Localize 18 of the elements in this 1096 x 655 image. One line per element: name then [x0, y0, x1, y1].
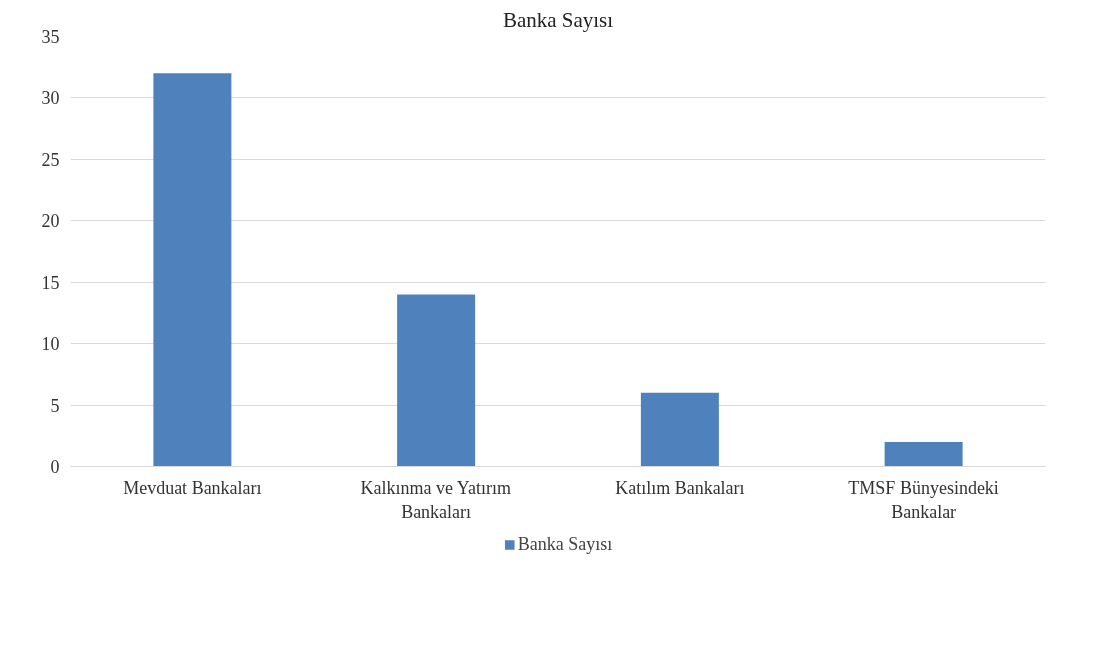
- y-tick-label: 5: [50, 395, 60, 416]
- legend-label: Banka Sayısı: [517, 533, 613, 555]
- y-tick-label: 25: [41, 149, 60, 170]
- bar: [884, 441, 963, 467]
- x-tick-label: TMSF Bünyesindeki Bankalar: [848, 477, 999, 522]
- bar: [397, 294, 476, 467]
- y-tick-label: 35: [41, 27, 60, 47]
- y-tick-label: 15: [41, 272, 60, 293]
- x-tick-label: Kalkınma ve Yatırım Bankaları: [360, 477, 512, 522]
- y-tick-label: 10: [41, 334, 60, 355]
- y-tick-label: 20: [41, 211, 60, 232]
- y-tick-label: 0: [50, 457, 60, 477]
- bar: [153, 73, 232, 467]
- x-tick-label: Mevduat Bankaları: [123, 477, 262, 498]
- chart-title: Banka Sayısı: [502, 7, 614, 32]
- x-tick-label: Katılım Bankaları: [615, 477, 745, 498]
- y-tick-label: 30: [41, 88, 60, 109]
- bar: [640, 392, 719, 467]
